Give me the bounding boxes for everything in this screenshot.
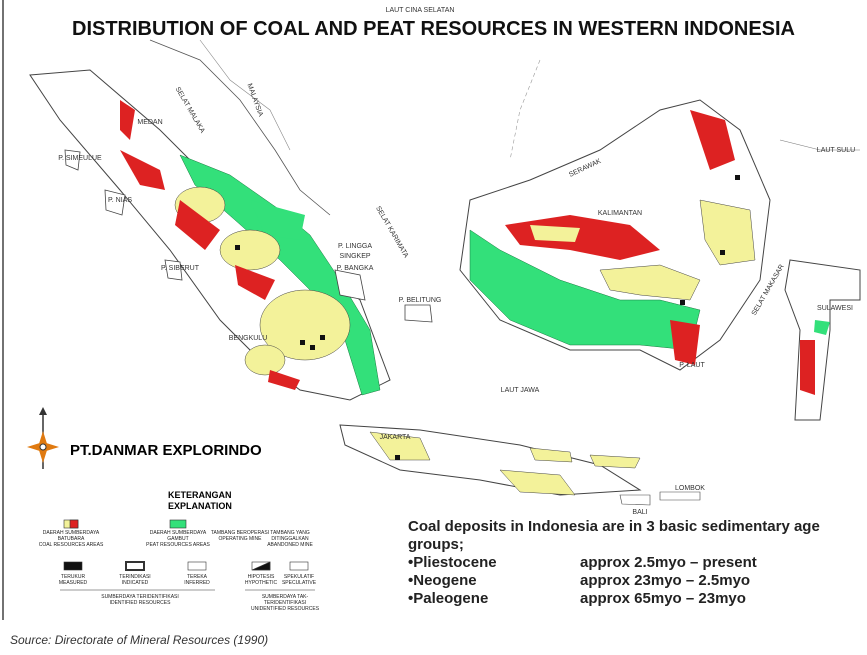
legend-group-text: UNIDENTIFIED RESOURCES <box>250 606 320 612</box>
legend-item: HIPOTESIS HYPOTHETIC <box>226 574 296 586</box>
legend-item-text: INFERRED <box>184 580 210 586</box>
legend-item: TEREKA INFERRED <box>162 574 232 586</box>
map-label: SINGKEP <box>339 253 370 260</box>
legend-item-text: PEAT RESOURCES AREAS <box>146 542 210 548</box>
map-label: LOMBOK <box>675 485 705 492</box>
age-group: •Neogene <box>408 572 477 589</box>
map-label: LAUT JAWA <box>501 387 540 394</box>
age-range: approx 65myo – 23myo <box>580 590 746 607</box>
map-label: P. LAUT <box>679 362 705 369</box>
legend-item: DAERAH SUMBERDAYA BATUBARA COAL RESOURCES… <box>36 530 106 548</box>
map-label: MEDAN <box>137 119 162 126</box>
age-group: •Pliestocene <box>408 554 497 571</box>
map-label: BENGKULU <box>229 335 268 342</box>
legend-group: SUMBERDAYA TAK-TERIDENTIFIKASI UNIDENTIFI… <box>245 594 325 612</box>
legend-item-text: TERUKUR <box>60 574 86 580</box>
notes-row: •Paleogene approx 65myo – 23myo <box>408 590 848 608</box>
map-label: P. BANGKA <box>337 265 374 272</box>
legend-item: TAMBANG BEROPERASI OPERATING MINE <box>205 530 275 542</box>
legend-item: TERUKUR MEASURED <box>38 574 108 586</box>
legend-item-text: TERINDIKASI <box>119 574 151 580</box>
map-label: P. NIAS <box>108 197 132 204</box>
map-label: P. BELITUNG <box>399 297 442 304</box>
age-range: approx 23myo – 2.5myo <box>580 572 751 589</box>
legend-item-text: SPECULATIVE <box>281 580 317 586</box>
map-label: JAKARTA <box>380 434 411 441</box>
legend-item-text: OPERATING MINE <box>218 536 262 542</box>
legend-group-text: IDENTIFIED RESOURCES <box>109 600 171 606</box>
map-label: SULAWESI <box>817 305 853 312</box>
legend-item-text: SPEKULATIF <box>283 574 315 580</box>
legend-item-text: TAMBANG YANG DITINGGALKAN <box>270 530 310 542</box>
legend-item-text: INDICATED <box>121 580 149 586</box>
map-label: P. LINGGA <box>338 243 372 250</box>
legend-item-text: DAERAH SUMBERDAYA GAMBUT <box>149 530 207 542</box>
notes-row: •Pliestocene approx 2.5myo – present <box>408 554 848 572</box>
source: Source: Directorate of Mineral Resources… <box>10 633 269 647</box>
legend-item-text: MEASURED <box>58 580 88 586</box>
map-label: P. SIMEULUE <box>58 155 102 162</box>
legend-heading: KETERANGAN EXPLANATION <box>168 490 232 512</box>
legend-item-text: COAL RESOURCES AREAS <box>38 542 104 548</box>
map-label: LAUT SULU <box>817 147 855 154</box>
legend-item: SPEKULATIF SPECULATIVE <box>264 574 334 586</box>
legend-item: DAERAH SUMBERDAYA GAMBUT PEAT RESOURCES A… <box>143 530 213 548</box>
legend-item: TERINDIKASI INDICATED <box>100 574 170 586</box>
legend-item: TAMBANG YANG DITINGGALKAN ABANDONED MINE <box>255 530 325 548</box>
legend-item-text: TEREKA <box>186 574 207 580</box>
legend-item-text: HYPOTHETIC <box>244 580 278 586</box>
compass <box>27 407 59 469</box>
map-label: BALI <box>632 509 647 516</box>
legend-group-text: SUMBERDAYA TERIDENTIFIKASI <box>101 594 179 600</box>
age-range: approx 2.5myo – present <box>580 554 757 571</box>
legend-heading-line: EXPLANATION <box>168 501 232 511</box>
legend-heading-line: KETERANGAN <box>168 490 232 500</box>
age-group: •Paleogene <box>408 590 489 607</box>
legend-item-text: HIPOTESIS <box>247 574 275 580</box>
map-label: KALIMANTAN <box>598 210 642 217</box>
legend-group: SUMBERDAYA TERIDENTIFIKASI IDENTIFIED RES… <box>100 594 180 606</box>
legend-item-text: ABANDONED MINE <box>267 542 313 548</box>
notes: Coal deposits in Indonesia are in 3 basi… <box>408 518 848 608</box>
notes-intro: Coal deposits in Indonesia are in 3 basi… <box>408 518 820 553</box>
map-label: LAUT CINA SELATAN <box>386 7 455 14</box>
map-label: P. SIBERUT <box>161 265 200 272</box>
legend-item-text: TAMBANG BEROPERASI <box>210 530 270 536</box>
company-name: PT.DANMAR EXPLORINDO <box>70 442 262 459</box>
legend-item-text: DAERAH SUMBERDAYA BATUBARA <box>42 530 100 542</box>
legend-group-text: SUMBERDAYA TAK-TERIDENTIFIKASI <box>261 594 309 606</box>
notes-row: •Neogene approx 23myo – 2.5myo <box>408 572 848 590</box>
map-title: DISTRIBUTION OF COAL AND PEAT RESOURCES … <box>72 18 795 40</box>
